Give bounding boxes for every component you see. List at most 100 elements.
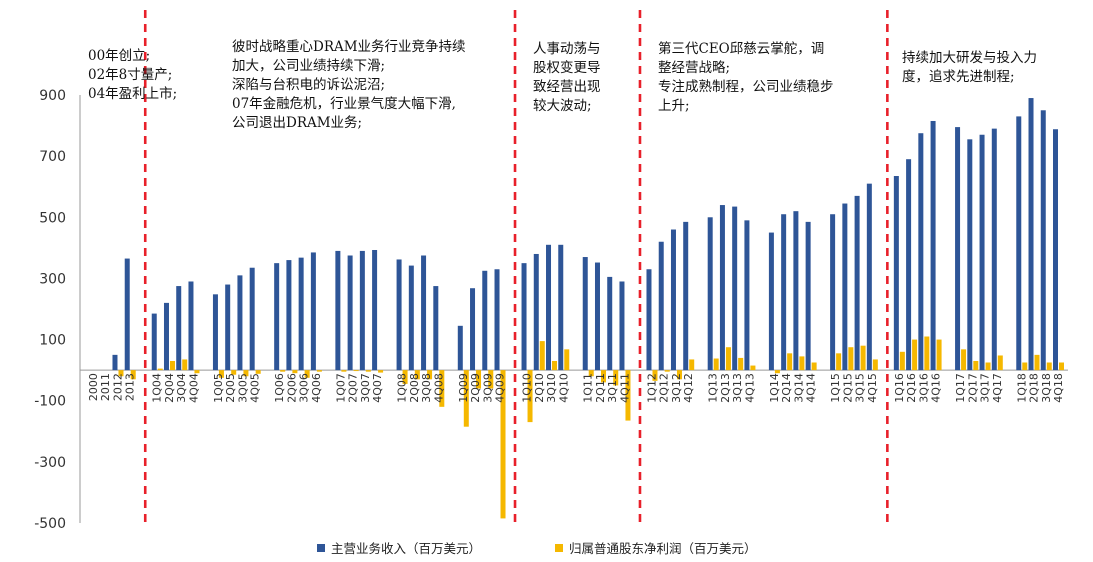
bar-net-profit xyxy=(625,370,631,421)
bar-revenue xyxy=(274,263,280,371)
x-tick-label: 3Q16 xyxy=(917,373,930,403)
x-tick-label: 2Q08 xyxy=(408,373,421,403)
bar-revenue xyxy=(893,176,899,371)
x-tick-label: 3Q05 xyxy=(236,373,249,403)
bar-revenue xyxy=(607,276,613,371)
x-tick-label: 1Q11 xyxy=(582,373,595,403)
bar-revenue xyxy=(347,255,353,371)
bar-net-profit xyxy=(414,370,420,380)
bar-revenue xyxy=(188,281,194,371)
x-tick-label: 4Q15 xyxy=(866,373,879,403)
bar-net-profit xyxy=(787,353,793,371)
bar-net-profit xyxy=(365,370,371,372)
y-tick-label: 900 xyxy=(39,88,66,104)
bar-net-profit xyxy=(738,357,744,371)
bar-revenue xyxy=(1053,129,1058,371)
bar-net-profit xyxy=(157,368,163,371)
bar-revenue xyxy=(768,232,774,371)
x-tick-label: 4Q13 xyxy=(743,373,756,403)
bar-revenue xyxy=(830,214,836,371)
bar-revenue xyxy=(482,270,488,371)
bar-net-profit xyxy=(488,370,494,389)
x-tick-label: 1Q08 xyxy=(396,373,409,403)
bar-net-profit xyxy=(316,370,322,372)
bar-revenue xyxy=(805,221,811,371)
x-tick-label: 2Q09 xyxy=(469,373,482,403)
bar-revenue xyxy=(906,159,912,371)
bar-revenue xyxy=(212,294,218,371)
bar-revenue xyxy=(1028,98,1034,371)
bar-net-profit xyxy=(292,370,298,374)
bar-revenue xyxy=(793,211,799,371)
bar-revenue xyxy=(163,302,169,371)
x-tick-label: 2Q18 xyxy=(1028,373,1041,403)
x-tick-label: 1Q05 xyxy=(212,373,225,403)
bar-net-profit xyxy=(924,336,930,371)
bar-revenue xyxy=(991,128,997,371)
bar-revenue xyxy=(151,313,157,371)
bar-revenue xyxy=(594,262,600,371)
annotation-third-ceo: 第三代CEO邱慈云掌舵，调 整经营战略; 专注成熟制程，公司业绩稳步 上升; xyxy=(658,41,834,114)
x-tick-label: 4Q07 xyxy=(371,373,384,403)
bar-revenue xyxy=(707,217,713,371)
legend-swatch-net-profit xyxy=(555,543,563,552)
x-tick-label: 2Q14 xyxy=(780,373,793,403)
bar-net-profit xyxy=(564,349,570,371)
x-tick-label: 1Q16 xyxy=(893,373,906,403)
bar-revenue xyxy=(225,284,231,371)
annotation-advanced-process: 持续加大研发与投入力 度，追求先进制程; xyxy=(902,50,1037,85)
annotation-dram-period: 彼时战略重心DRAM业务行业竞争持续 加大，公司业绩持续下滑; 深陷与台积电的诉… xyxy=(232,39,466,131)
bar-revenue xyxy=(719,205,725,371)
bar-revenue xyxy=(421,255,427,371)
bar-net-profit xyxy=(689,359,695,371)
bar-net-profit xyxy=(304,370,310,378)
x-tick-label: 2Q13 xyxy=(719,373,732,403)
x-tick-label: 3Q09 xyxy=(481,373,494,403)
x-tick-label: 1Q10 xyxy=(521,373,534,403)
bar-net-profit xyxy=(539,341,545,371)
bar-net-profit xyxy=(1059,362,1064,371)
bar-net-profit xyxy=(973,360,979,371)
bar-revenue xyxy=(930,120,936,371)
bar-revenue xyxy=(396,259,402,371)
x-tick-label: 3Q10 xyxy=(545,373,558,403)
bar-net-profit xyxy=(676,370,682,380)
x-tick-label: 4Q08 xyxy=(432,373,445,403)
bar-revenue xyxy=(658,241,664,371)
bar-revenue xyxy=(732,206,738,371)
x-tick-label: 1Q18 xyxy=(1015,373,1028,403)
legend-revenue: 主营业务收入（百万美元） xyxy=(317,538,481,557)
x-tick-label: 4Q09 xyxy=(494,373,507,403)
bar-revenue xyxy=(918,133,924,371)
bar-net-profit xyxy=(341,370,347,372)
bar-net-profit xyxy=(182,359,188,371)
bar-net-profit xyxy=(353,370,359,372)
bar-revenue xyxy=(470,288,476,371)
bar-revenue xyxy=(744,220,750,371)
bar-revenue xyxy=(494,269,500,371)
x-tick-label: 4Q04 xyxy=(187,373,200,403)
bar-net-profit xyxy=(652,370,658,381)
x-tick-label: 2011 xyxy=(99,373,112,401)
bar-net-profit xyxy=(218,370,224,378)
bar-revenue xyxy=(310,252,316,371)
y-tick-label: -300 xyxy=(34,455,66,471)
bar-revenue xyxy=(359,250,365,371)
bar-net-profit xyxy=(836,353,842,371)
x-tick-label: 2Q10 xyxy=(533,373,546,403)
bar-net-profit xyxy=(750,365,756,371)
bar-net-profit xyxy=(936,339,942,371)
bar-net-profit xyxy=(130,370,136,380)
bar-revenue xyxy=(408,265,414,371)
bar-revenue xyxy=(249,267,255,371)
x-tick-label: 3Q06 xyxy=(298,373,311,403)
legend-label-net-profit: 归属普通股东净利润（百万美元） xyxy=(569,541,757,556)
legend-net-profit: 归属普通股东净利润（百万美元） xyxy=(555,538,757,557)
x-tick-label: 1Q04 xyxy=(151,373,164,403)
bar-revenue xyxy=(112,354,118,371)
bar-revenue xyxy=(237,275,243,371)
y-tick-label: 700 xyxy=(39,149,66,165)
x-tick-label: 1Q07 xyxy=(334,373,347,403)
bar-revenue xyxy=(582,257,588,371)
